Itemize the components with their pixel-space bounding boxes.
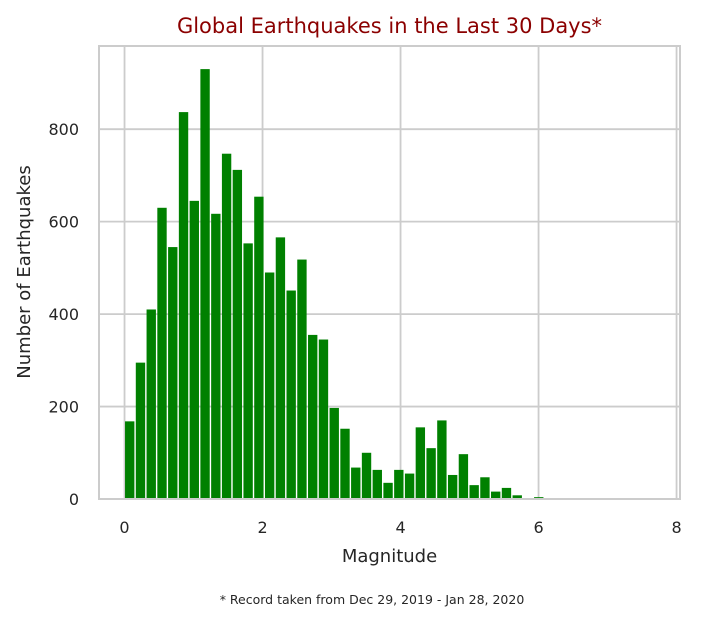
bar-16 — [297, 259, 307, 499]
bar-10 — [232, 169, 243, 499]
chart-title: Global Earthquakes in the Last 30 Days* — [177, 14, 602, 38]
bar-2 — [146, 309, 156, 499]
bar-29 — [437, 420, 447, 499]
bar-26 — [404, 473, 415, 499]
x-tick-label: 8 — [671, 518, 681, 537]
bar-5 — [178, 112, 189, 500]
bar-30 — [447, 474, 458, 499]
bar-13 — [264, 272, 275, 499]
bar-17 — [308, 334, 318, 499]
bar-33 — [480, 477, 490, 499]
bar-34 — [491, 491, 501, 499]
bar-1 — [135, 362, 146, 499]
bar-11 — [243, 243, 253, 499]
bar-28 — [426, 448, 436, 499]
x-tick-label: 0 — [119, 518, 129, 537]
bar-15 — [286, 290, 296, 499]
bar-25 — [394, 469, 404, 499]
bar-22 — [361, 452, 372, 499]
bar-23 — [372, 469, 382, 499]
bar-18 — [318, 339, 329, 499]
bar-6 — [189, 200, 199, 499]
y-tick-label: 200 — [48, 398, 79, 417]
bar-35 — [501, 487, 512, 499]
y-tick-label: 0 — [69, 490, 79, 509]
bar-8 — [211, 213, 221, 499]
y-axis-label: Number of Earthquakes — [14, 165, 35, 378]
bar-31 — [458, 454, 469, 499]
tick-labels: 0 2 4 6 8 0 200 400 600 800 — [48, 120, 681, 537]
y-tick-label: 600 — [48, 213, 79, 232]
bar-19 — [329, 407, 339, 499]
bar-24 — [383, 482, 393, 499]
bar-14 — [275, 237, 286, 499]
bar-4 — [168, 247, 178, 499]
bar-3 — [157, 207, 167, 500]
x-tick-label: 6 — [533, 518, 543, 537]
bar-9 — [221, 153, 232, 499]
plot-frame — [98, 45, 681, 500]
x-tick-label: 4 — [395, 518, 405, 537]
bar-12 — [254, 196, 264, 499]
bar-36 — [512, 495, 522, 499]
y-tick-label: 400 — [48, 305, 79, 324]
bar-7 — [200, 69, 210, 499]
bar-20 — [340, 428, 350, 499]
bar-21 — [351, 467, 361, 499]
footnote: * Record taken from Dec 29, 2019 - Jan 2… — [220, 592, 525, 607]
y-tick-label: 800 — [48, 120, 79, 139]
x-tick-label: 2 — [257, 518, 267, 537]
bar-0 — [125, 421, 135, 499]
bar-27 — [415, 427, 426, 499]
bar-32 — [469, 485, 479, 499]
x-axis-label: Magnitude — [342, 546, 437, 567]
